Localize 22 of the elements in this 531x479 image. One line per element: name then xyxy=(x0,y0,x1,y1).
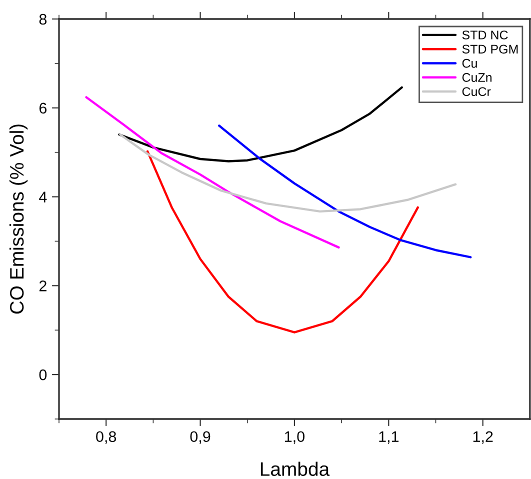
y-tick-label: 0 xyxy=(39,369,47,380)
x-tick-label: 1,2 xyxy=(473,431,493,444)
line-series xyxy=(119,133,457,213)
legend-label: STD NC xyxy=(462,30,508,40)
line-series xyxy=(218,124,472,258)
y-tick-label: 8 xyxy=(39,14,47,25)
x-axis-title: Lambda xyxy=(260,462,330,476)
y-tick-label: 2 xyxy=(39,280,46,292)
line-series xyxy=(146,150,419,334)
line-series xyxy=(118,86,403,162)
legend-label: STD PGM xyxy=(462,44,518,54)
y-tick-label: 4 xyxy=(39,192,47,202)
legend-label: CuCr xyxy=(462,87,491,96)
x-tick-label: 0,8 xyxy=(96,431,116,444)
legend-label: CuZn xyxy=(462,73,492,82)
x-tick-label: 1,1 xyxy=(379,431,399,444)
y-axis-title: CO Emissions (% Vol) xyxy=(9,124,28,314)
y-tick-label: 6 xyxy=(39,102,47,114)
x-tick-label: 1,0 xyxy=(285,431,304,444)
line-series xyxy=(85,96,340,249)
legend-label: Cu xyxy=(462,58,477,68)
x-tick-label: 0,9 xyxy=(190,431,210,444)
